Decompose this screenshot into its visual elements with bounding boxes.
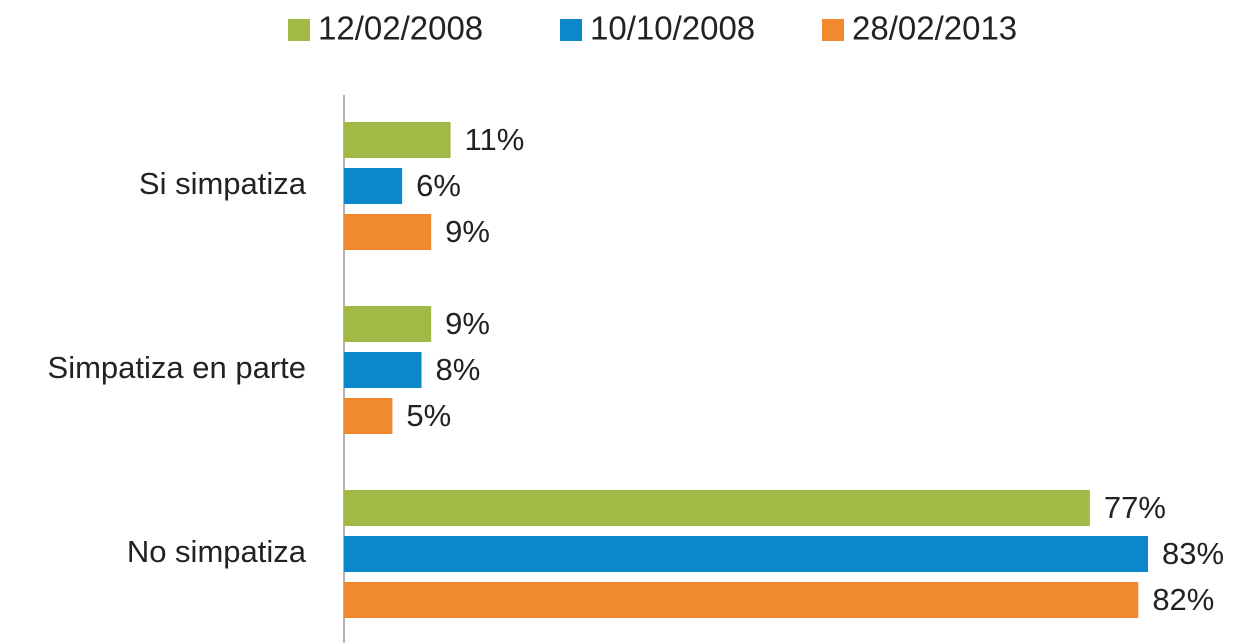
category-label: Simpatiza en parte <box>48 350 306 385</box>
value-label: 9% <box>445 214 490 249</box>
category-label: No simpatiza <box>127 534 307 569</box>
value-label: 82% <box>1152 582 1214 617</box>
bar <box>344 122 451 158</box>
bar <box>344 352 422 388</box>
value-label: 6% <box>416 168 461 203</box>
bar <box>344 214 432 250</box>
value-label: 11% <box>465 122 525 157</box>
legend-swatch <box>560 19 582 41</box>
value-label: 5% <box>406 398 451 433</box>
value-label: 9% <box>445 306 490 341</box>
category-label: Si simpatiza <box>139 166 307 201</box>
bar <box>344 398 393 434</box>
bar <box>344 536 1148 572</box>
legend-label: 10/10/2008 <box>590 10 755 47</box>
legend-label: 28/02/2013 <box>852 10 1017 47</box>
bar <box>344 490 1090 526</box>
bar <box>344 582 1139 618</box>
value-label: 8% <box>435 352 480 387</box>
value-label: 77% <box>1104 490 1166 525</box>
value-label: 83% <box>1162 536 1224 571</box>
bar <box>344 168 403 204</box>
legend-swatch <box>822 19 844 41</box>
legend-swatch <box>288 19 310 41</box>
legend-label: 12/02/2008 <box>318 10 483 47</box>
bar <box>344 306 432 342</box>
